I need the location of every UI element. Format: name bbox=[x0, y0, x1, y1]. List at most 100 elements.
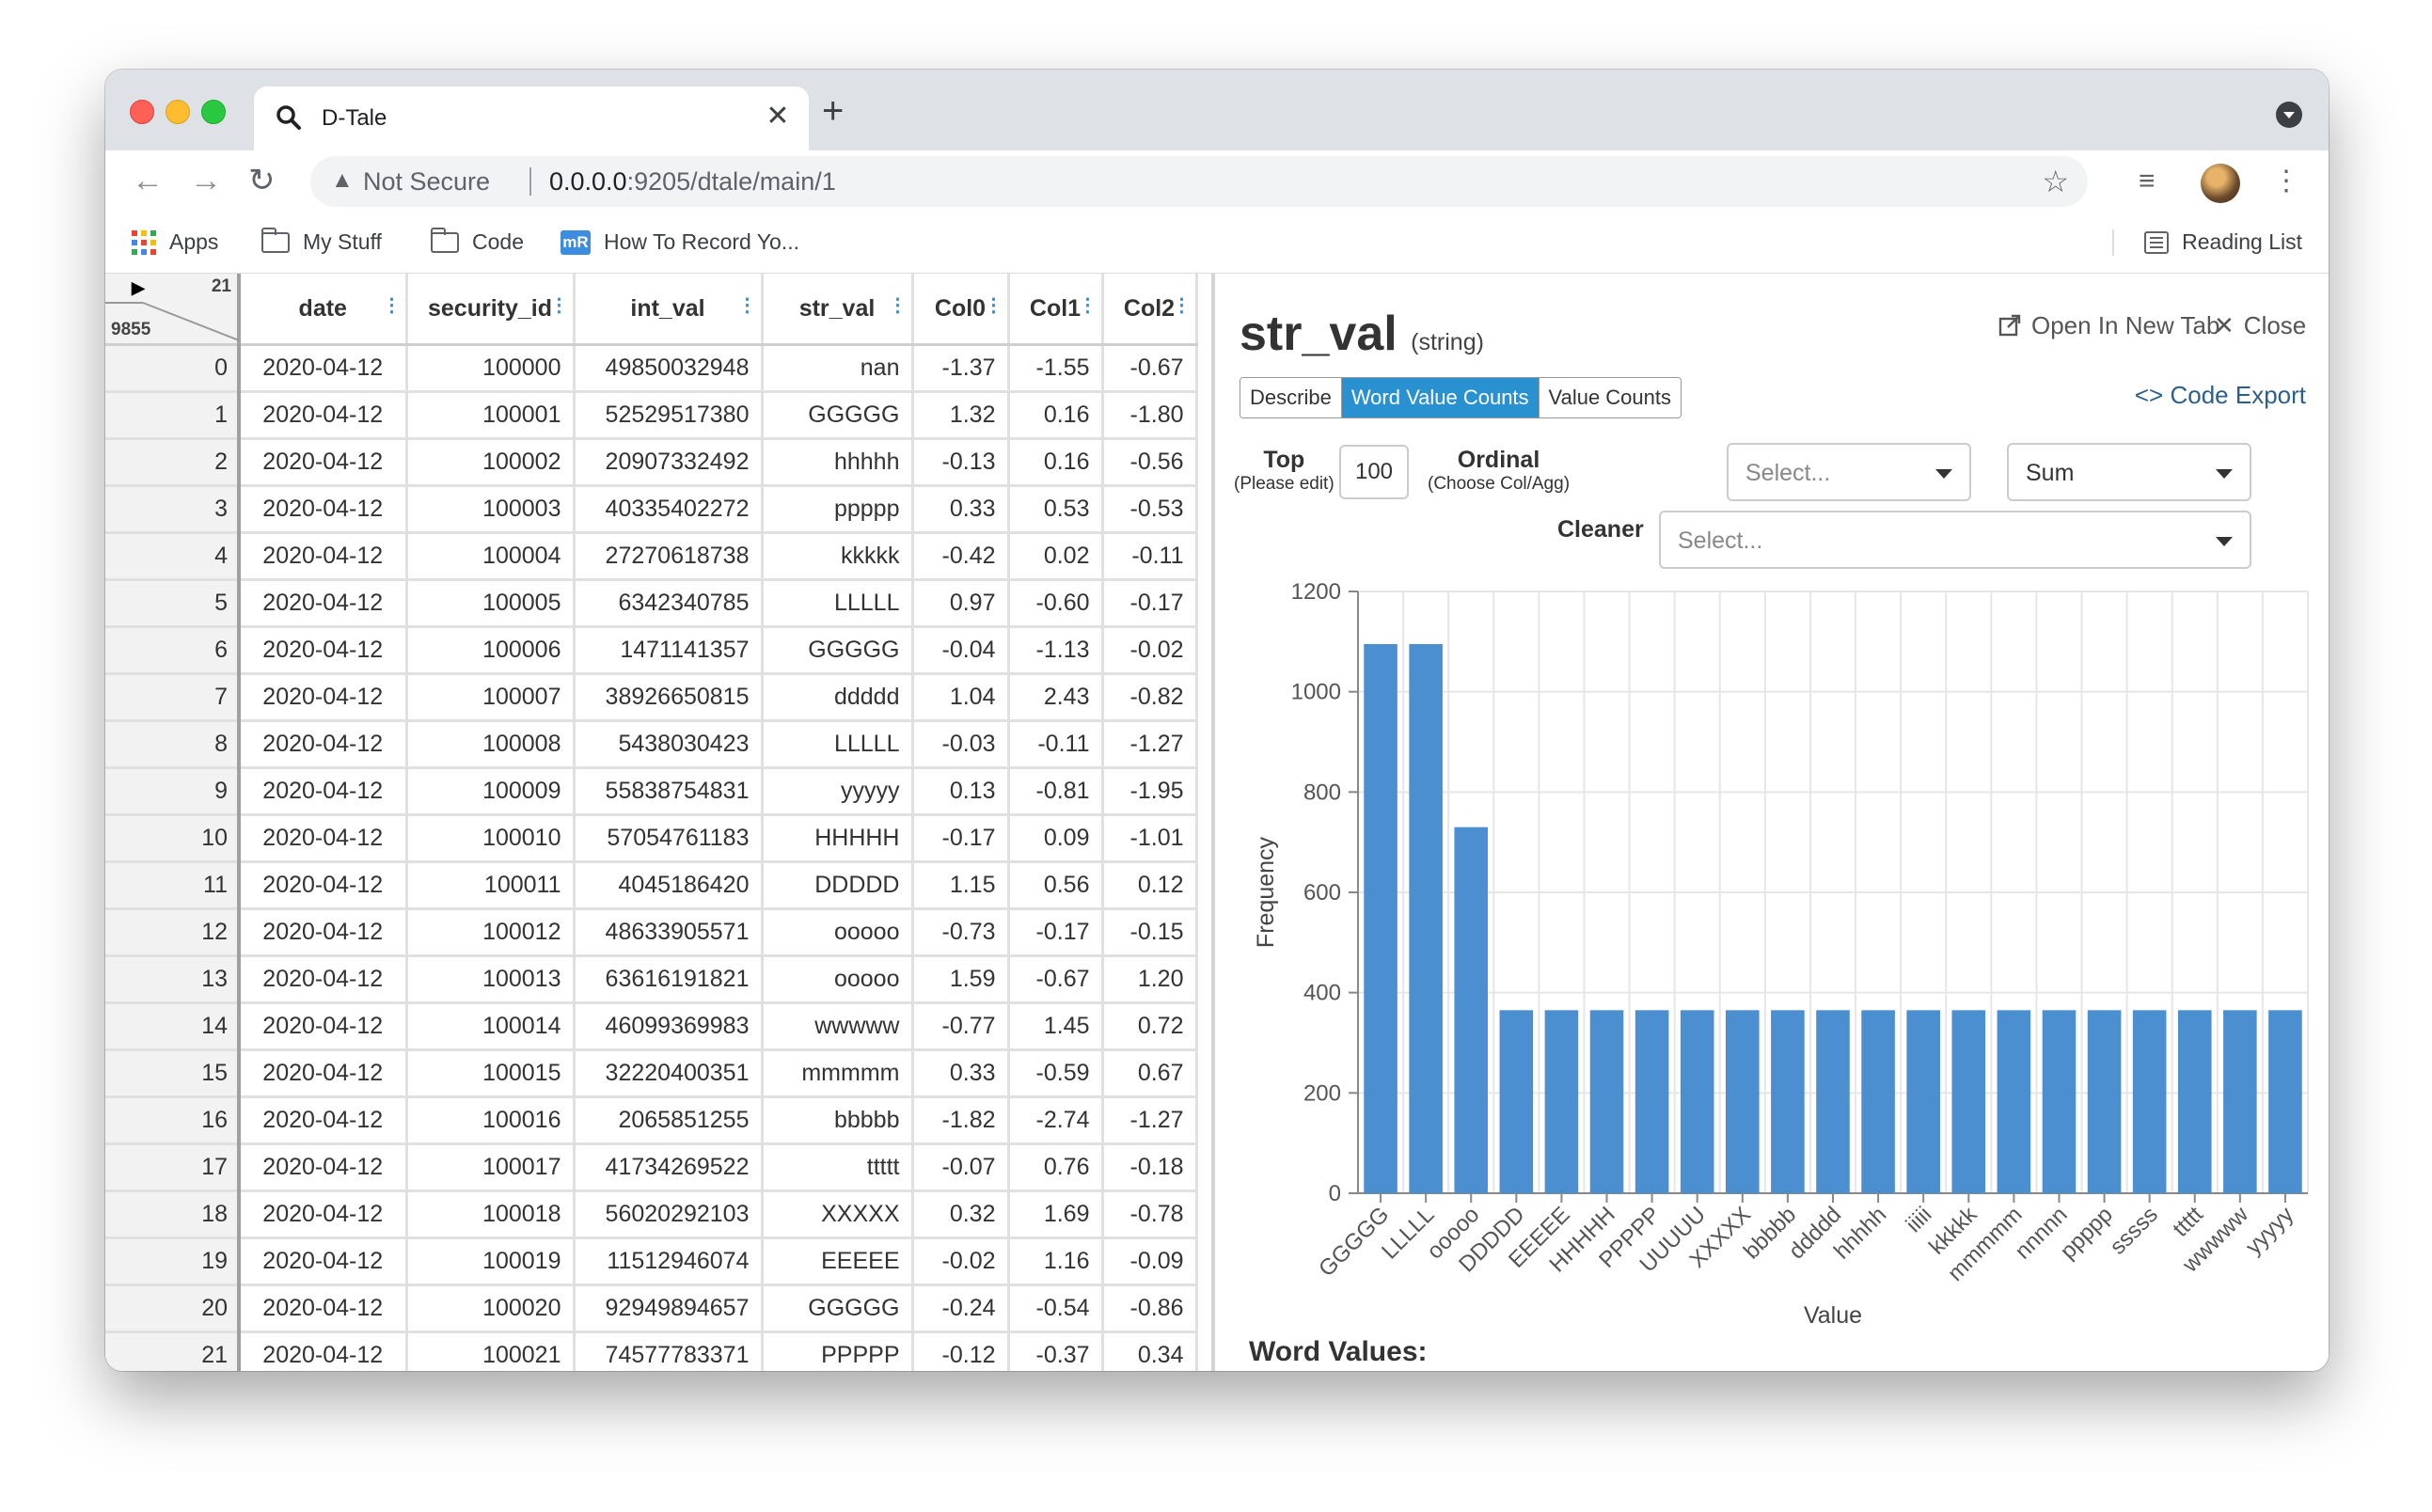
table-row[interactable]: 17 2020-04-12 100017 41734269522 ttttt -0.07 0… bbox=[105, 1143, 1198, 1192]
table-cell[interactable]: 100019 bbox=[406, 1237, 576, 1286]
tab-search-button[interactable] bbox=[2276, 102, 2302, 128]
table-cell[interactable]: 2020-04-12 bbox=[239, 579, 408, 628]
column-menu-icon[interactable]: ⋮ bbox=[1172, 295, 1192, 316]
table-cell[interactable]: kkkkk bbox=[762, 532, 914, 581]
profile-avatar[interactable] bbox=[2201, 164, 2240, 203]
table-row[interactable]: 8 2020-04-12 100008 5438030423 LLLLL -0.03 -0.… bbox=[105, 720, 1198, 769]
table-cell[interactable]: -0.77 bbox=[912, 1002, 1010, 1051]
table-cell[interactable]: 0.16 bbox=[1008, 438, 1104, 487]
more-menu-icon[interactable]: ⋮ bbox=[2272, 165, 2300, 197]
table-row[interactable]: 7 2020-04-12 100007 38926650815 ddddd 1.04 2.4… bbox=[105, 673, 1198, 722]
maximize-window-button[interactable] bbox=[201, 100, 226, 124]
bookmark-how-to-record[interactable]: mR How To Record Yo... bbox=[561, 229, 799, 255]
table-cell[interactable]: ddddd bbox=[762, 673, 914, 722]
table-cell[interactable]: 100012 bbox=[406, 908, 576, 957]
table-row[interactable]: 5 2020-04-12 100005 6342340785 LLLLL 0.97 -0.6… bbox=[105, 579, 1198, 628]
table-cell[interactable]: 1.69 bbox=[1008, 1190, 1104, 1239]
new-tab-button[interactable]: + bbox=[822, 90, 845, 132]
table-cell[interactable]: -0.56 bbox=[1102, 438, 1198, 487]
table-cell[interactable]: 100000 bbox=[406, 344, 576, 393]
table-row[interactable]: 10 2020-04-12 100010 57054761183 HHHHH -0.17 0… bbox=[105, 814, 1198, 863]
table-cell[interactable]: ttttt bbox=[762, 1143, 914, 1192]
table-row[interactable]: 18 2020-04-12 100018 56020292103 XXXXX 0.32 1.… bbox=[105, 1190, 1198, 1239]
table-cell[interactable]: -0.17 bbox=[1008, 908, 1104, 957]
table-cell[interactable]: 100004 bbox=[406, 532, 576, 581]
table-cell[interactable]: 2020-04-12 bbox=[239, 1331, 408, 1371]
warning-icon[interactable]: ▲ bbox=[331, 167, 354, 193]
table-cell[interactable]: yyyyy bbox=[762, 767, 914, 816]
table-cell[interactable]: 2020-04-12 bbox=[239, 908, 408, 957]
table-cell[interactable]: 2020-04-12 bbox=[239, 861, 408, 910]
table-cell[interactable]: 38926650815 bbox=[574, 673, 764, 722]
table-cell[interactable]: 2020-04-12 bbox=[239, 767, 408, 816]
table-cell[interactable]: 100013 bbox=[406, 955, 576, 1004]
table-cell[interactable]: 0.09 bbox=[1008, 814, 1104, 863]
cleaner-select[interactable]: Select... bbox=[1659, 511, 2251, 569]
table-row[interactable]: 9 2020-04-12 100009 55838754831 yyyyy 0.13 -0.… bbox=[105, 767, 1198, 816]
table-cell[interactable]: mmmmm bbox=[762, 1049, 914, 1098]
table-cell[interactable]: 74577783371 bbox=[574, 1331, 764, 1371]
table-cell[interactable]: ooooo bbox=[762, 908, 914, 957]
table-cell[interactable]: -1.27 bbox=[1102, 720, 1198, 769]
table-cell[interactable]: -0.37 bbox=[1008, 1331, 1104, 1371]
table-cell[interactable]: 1.20 bbox=[1102, 955, 1198, 1004]
table-cell[interactable]: 0.53 bbox=[1008, 485, 1104, 534]
table-row[interactable]: 19 2020-04-12 100019 11512946074 EEEEE -0.02 1… bbox=[105, 1237, 1198, 1286]
table-cell[interactable]: 1471141357 bbox=[574, 626, 764, 675]
table-cell[interactable]: 0.32 bbox=[912, 1190, 1010, 1239]
table-cell[interactable]: -0.60 bbox=[1008, 579, 1104, 628]
table-cell[interactable]: 41734269522 bbox=[574, 1143, 764, 1192]
table-cell[interactable]: 100017 bbox=[406, 1143, 576, 1192]
table-cell[interactable]: 46099369983 bbox=[574, 1002, 764, 1051]
table-cell[interactable]: 0.33 bbox=[912, 485, 1010, 534]
table-cell[interactable]: -0.02 bbox=[1102, 626, 1198, 675]
table-cell[interactable]: 2020-04-12 bbox=[239, 438, 408, 487]
table-cell[interactable]: -1.27 bbox=[1102, 1096, 1198, 1145]
bookmark-code[interactable]: Code bbox=[431, 227, 524, 255]
table-row[interactable]: 13 2020-04-12 100013 63616191821 ooooo 1.59 -0… bbox=[105, 955, 1198, 1004]
table-cell[interactable]: 63616191821 bbox=[574, 955, 764, 1004]
bookmark-my-stuff[interactable]: My Stuff bbox=[261, 227, 382, 255]
table-cell[interactable]: -0.18 bbox=[1102, 1143, 1198, 1192]
table-cell[interactable]: bbbbb bbox=[762, 1096, 914, 1145]
column-header-str-val[interactable]: str_val ⋮ bbox=[762, 274, 914, 346]
tab-describe[interactable]: Describe bbox=[1240, 378, 1342, 417]
table-cell[interactable]: 40335402272 bbox=[574, 485, 764, 534]
table-cell[interactable]: 2020-04-12 bbox=[239, 814, 408, 863]
table-cell[interactable]: -1.01 bbox=[1102, 814, 1198, 863]
grid-corner[interactable]: ▶ 21 9855 bbox=[105, 274, 241, 346]
table-cell[interactable]: 2020-04-12 bbox=[239, 626, 408, 675]
column-header-col1[interactable]: Col1 ⋮ bbox=[1008, 274, 1104, 346]
table-cell[interactable]: -0.82 bbox=[1102, 673, 1198, 722]
browser-tab[interactable]: D-Tale ✕ bbox=[254, 87, 809, 152]
close-tab-icon[interactable]: ✕ bbox=[766, 101, 790, 132]
table-cell[interactable]: 100015 bbox=[406, 1049, 576, 1098]
table-cell[interactable]: 0.16 bbox=[1008, 391, 1104, 440]
table-cell[interactable]: 92949894657 bbox=[574, 1284, 764, 1333]
table-cell[interactable]: -0.24 bbox=[912, 1284, 1010, 1333]
table-cell[interactable]: 100011 bbox=[406, 861, 576, 910]
table-cell[interactable]: -0.59 bbox=[1008, 1049, 1104, 1098]
table-cell[interactable]: -0.17 bbox=[1102, 579, 1198, 628]
table-cell[interactable]: 100002 bbox=[406, 438, 576, 487]
table-cell[interactable]: -0.81 bbox=[1008, 767, 1104, 816]
table-row[interactable]: 3 2020-04-12 100003 40335402272 ppppp 0.33 0.5… bbox=[105, 485, 1198, 534]
table-cell[interactable]: HHHHH bbox=[762, 814, 914, 863]
table-cell[interactable]: 2020-04-12 bbox=[239, 485, 408, 534]
table-cell[interactable]: 27270618738 bbox=[574, 532, 764, 581]
reading-list-button[interactable]: Reading List bbox=[2144, 229, 2302, 255]
table-cell[interactable]: GGGGG bbox=[762, 1284, 914, 1333]
table-cell[interactable]: 2020-04-12 bbox=[239, 1049, 408, 1098]
table-cell[interactable]: -0.04 bbox=[912, 626, 1010, 675]
table-cell[interactable]: -0.15 bbox=[1102, 908, 1198, 957]
table-cell[interactable]: 2020-04-12 bbox=[239, 673, 408, 722]
table-cell[interactable]: 100005 bbox=[406, 579, 576, 628]
table-cell[interactable]: 32220400351 bbox=[574, 1049, 764, 1098]
table-cell[interactable]: 6342340785 bbox=[574, 579, 764, 628]
table-cell[interactable]: -0.73 bbox=[912, 908, 1010, 957]
table-cell[interactable]: 0.34 bbox=[1102, 1331, 1198, 1371]
table-cell[interactable]: 20907332492 bbox=[574, 438, 764, 487]
table-cell[interactable]: 0.13 bbox=[912, 767, 1010, 816]
table-cell[interactable]: 2020-04-12 bbox=[239, 1284, 408, 1333]
panel-resize-handle[interactable] bbox=[1211, 274, 1215, 1371]
